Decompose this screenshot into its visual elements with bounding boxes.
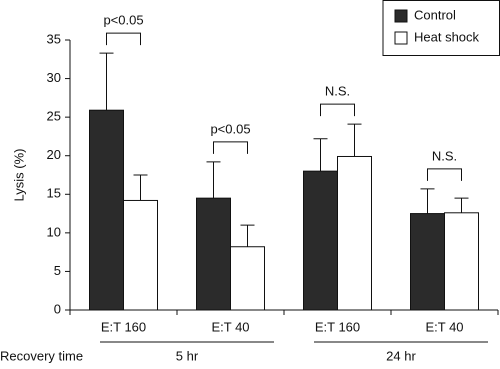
significance-bracket xyxy=(106,32,141,46)
y-tick-label: 25 xyxy=(47,109,61,124)
annotation: N.S. xyxy=(325,84,350,99)
bar xyxy=(303,170,338,311)
group-label: 5 hr xyxy=(176,348,199,363)
significance-bracket xyxy=(320,103,355,117)
error-bar xyxy=(240,224,255,247)
error-bar xyxy=(347,123,362,157)
annotation: N.S. xyxy=(432,148,457,163)
error-bar xyxy=(206,161,221,199)
annotation: p<0.05 xyxy=(103,13,143,28)
y-tick-label: 30 xyxy=(47,70,61,85)
bar xyxy=(444,212,479,311)
x-tick-label: E:T 160 xyxy=(315,319,360,334)
x-axis-label: Recovery time xyxy=(0,348,83,363)
y-tick-label: 5 xyxy=(54,263,61,278)
bar xyxy=(196,197,231,311)
error-bar xyxy=(133,174,148,201)
y-tick-label: 10 xyxy=(47,224,61,239)
error-bar xyxy=(99,52,114,111)
y-tick-label: 0 xyxy=(54,301,61,316)
x-tick-label: E:T 40 xyxy=(211,319,249,334)
y-tick-label: 35 xyxy=(47,31,61,46)
bar xyxy=(123,199,158,311)
legend-label: Control xyxy=(414,7,456,22)
legend-swatch xyxy=(394,31,408,45)
significance-bracket xyxy=(213,141,248,154)
bar xyxy=(89,109,124,311)
legend-swatch xyxy=(394,9,408,23)
error-bar xyxy=(420,188,435,214)
y-tick-label: 20 xyxy=(47,147,61,162)
error-bar xyxy=(313,138,328,172)
bar xyxy=(337,155,372,311)
legend-label: Heat shock xyxy=(414,29,480,44)
group-label: 24 hr xyxy=(386,348,416,363)
bar xyxy=(230,246,265,311)
significance-bracket xyxy=(427,168,462,181)
x-tick-label: E:T 160 xyxy=(101,319,146,334)
bar xyxy=(410,213,445,311)
annotation: p<0.05 xyxy=(210,121,250,136)
x-tick-label: E:T 40 xyxy=(425,319,463,334)
y-tick-label: 15 xyxy=(47,186,61,201)
error-bar xyxy=(454,197,469,213)
y-axis-label: Lysis (%) xyxy=(11,149,26,202)
